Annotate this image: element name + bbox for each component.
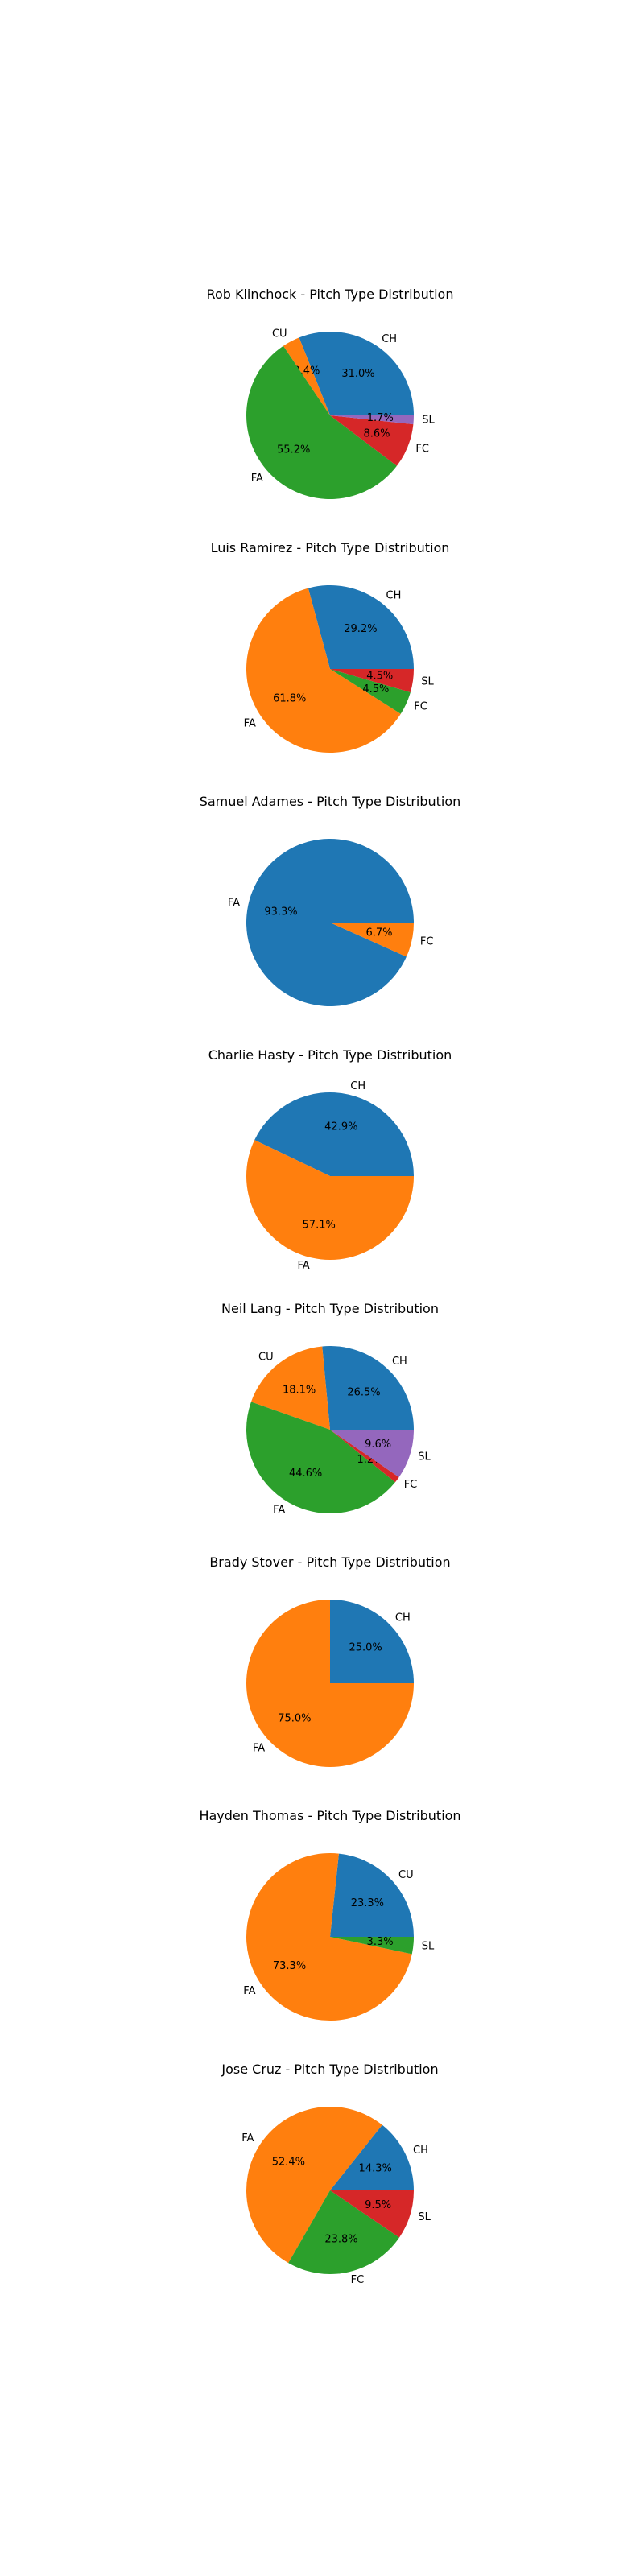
slice-percent-fa: 55.2%	[277, 444, 310, 456]
pie-chart-1: Rob Klinchock - Pitch Type Distribution C…	[207, 287, 454, 499]
pie-slice-cu	[330, 1853, 414, 1937]
pie-slice-fc	[330, 1430, 399, 1483]
slice-label-ch: CH	[392, 1356, 407, 1368]
slice-label-ch: CH	[395, 1612, 411, 1624]
chart-title: Neil Lang - Pitch Type Distribution	[221, 1301, 439, 1316]
pie-slice-ch	[322, 1346, 414, 1430]
pie-chart-3: Samuel Adames - Pitch Type Distribution F…	[200, 794, 461, 1006]
pie-slice-fc	[330, 923, 415, 957]
pie-slice-ch	[330, 1600, 414, 1683]
pie-slice-cu	[250, 1346, 330, 1430]
slice-percent-fc: 4.5%	[362, 683, 389, 696]
chart-title: Hayden Thomas - Pitch Type Distribution	[199, 1808, 460, 1823]
slice-percent-ch: 14.3%	[359, 2162, 392, 2174]
pie-chart-7: Hayden Thomas - Pitch Type Distribution C…	[199, 1808, 461, 2021]
slice-percent-fa: 61.8%	[273, 692, 306, 704]
slice-label-fa: FA	[243, 1985, 255, 1997]
slice-percent-sl: 9.5%	[365, 2199, 391, 2211]
slice-percent-fc: 6.7%	[366, 927, 393, 939]
slice-label-sl: SL	[418, 1451, 431, 1463]
chart-title: Charlie Hasty - Pitch Type Distribution	[208, 1047, 452, 1063]
slice-percent-sl: 3.3%	[367, 1936, 394, 1948]
pie-slice-fa	[246, 1402, 395, 1514]
pie-slice-fa	[246, 2107, 382, 2264]
pie-chart-4: Charlie Hasty - Pitch Type Distribution C…	[208, 1047, 452, 1272]
slice-label-cu: CU	[398, 1869, 414, 1881]
slice-label-fc: FC	[351, 2274, 365, 2286]
pie-slice-fa	[246, 588, 401, 753]
slice-label-fa: FA	[244, 717, 256, 729]
slice-percent-fa: 57.1%	[303, 1219, 336, 1231]
slice-label-fa: FA	[228, 898, 240, 910]
slice-label-cu: CU	[258, 1351, 274, 1363]
slice-label-fc: FC	[414, 701, 427, 713]
slice-percent-cu: 18.1%	[283, 1384, 316, 1396]
chart-title: Jose Cruz - Pitch Type Distribution	[221, 2062, 438, 2077]
pie-chart-2: Luis Ramirez - Pitch Type Distribution CH…	[211, 540, 450, 753]
slice-percent-fa: 44.6%	[289, 1468, 322, 1480]
pie-slice-sl	[330, 415, 414, 425]
slice-percent-fa: 52.4%	[272, 2156, 305, 2168]
pie-chart-5: Neil Lang - Pitch Type Distribution CH 26.…	[221, 1301, 439, 1516]
slice-percent-ch: 42.9%	[324, 1121, 357, 1133]
slice-label-fa: FA	[273, 1504, 285, 1516]
slice-label-cu: CU	[272, 328, 287, 340]
pie-slice-sl	[330, 1430, 415, 1477]
chart-title: Rob Klinchock - Pitch Type Distribution	[207, 287, 454, 302]
pie-slice-sl	[330, 2190, 414, 2238]
slice-label-sl: SL	[421, 676, 434, 688]
slice-label-sl: SL	[418, 2211, 431, 2223]
pie-slice-ch	[308, 584, 414, 669]
slice-percent-fa: 93.3%	[264, 906, 297, 918]
slice-percent-fa: 73.3%	[273, 1960, 306, 1972]
chart-title: Luis Ramirez - Pitch Type Distribution	[211, 540, 450, 555]
slice-label-sl: SL	[422, 415, 435, 427]
pie-slice-sl	[330, 669, 414, 693]
pie-slice-fc	[330, 669, 411, 714]
slice-label-ch: CH	[386, 590, 402, 602]
pie-chart-8: Jose Cruz - Pitch Type Distribution CH 14.…	[221, 2062, 438, 2286]
slice-percent-fa: 75.0%	[278, 1713, 311, 1725]
slice-label-sl: SL	[422, 1940, 435, 1952]
pie-slice-fc	[288, 2190, 400, 2275]
pie-slice-fa	[246, 345, 397, 499]
slice-percent-fc: 8.6%	[363, 427, 390, 440]
slice-percent-cu: 23.3%	[351, 1897, 384, 1909]
slice-percent-sl: 9.6%	[365, 1439, 391, 1451]
slice-percent-ch: 26.5%	[347, 1386, 380, 1398]
pie-slice-ch	[330, 2124, 415, 2190]
slice-label-fc: FC	[404, 1479, 418, 1491]
chart-title: Samuel Adames - Pitch Type Distribution	[200, 794, 461, 809]
slice-percent-ch: 31.0%	[341, 368, 374, 380]
pie-slice-sl	[330, 1937, 414, 1955]
slice-label-fa: FA	[251, 473, 263, 485]
slice-percent-sl: 4.5%	[366, 670, 393, 682]
slice-label-fa: FA	[242, 2132, 254, 2145]
chart-title: Brady Stover - Pitch Type Distribution	[209, 1554, 450, 1570]
pie-slice-fc	[330, 415, 414, 466]
pie-slice-ch	[254, 1092, 415, 1176]
slice-label-fc: FC	[415, 444, 429, 456]
slice-label-ch: CH	[413, 2145, 428, 2157]
slice-percent-ch: 29.2%	[344, 623, 377, 635]
slice-label-fa: FA	[298, 1260, 310, 1272]
slice-label-ch: CH	[350, 1080, 365, 1092]
slice-label-fc: FC	[420, 935, 434, 947]
pie-chart-6: Brady Stover - Pitch Type Distribution CH…	[209, 1554, 451, 1767]
pie-slice-ch	[299, 331, 414, 415]
slice-percent-sl: 1.7%	[367, 412, 394, 424]
pie-slice-fa	[246, 1140, 414, 1260]
pie-slice-fa	[246, 1600, 414, 1767]
pie-slice-fa	[246, 1853, 412, 2021]
slice-percent-ch: 25.0%	[349, 1641, 382, 1653]
pie-slice-cu	[283, 337, 330, 415]
slice-percent-fc: 23.8%	[324, 2233, 357, 2245]
slice-label-ch: CH	[382, 333, 397, 345]
slice-label-fa: FA	[253, 1742, 265, 1754]
